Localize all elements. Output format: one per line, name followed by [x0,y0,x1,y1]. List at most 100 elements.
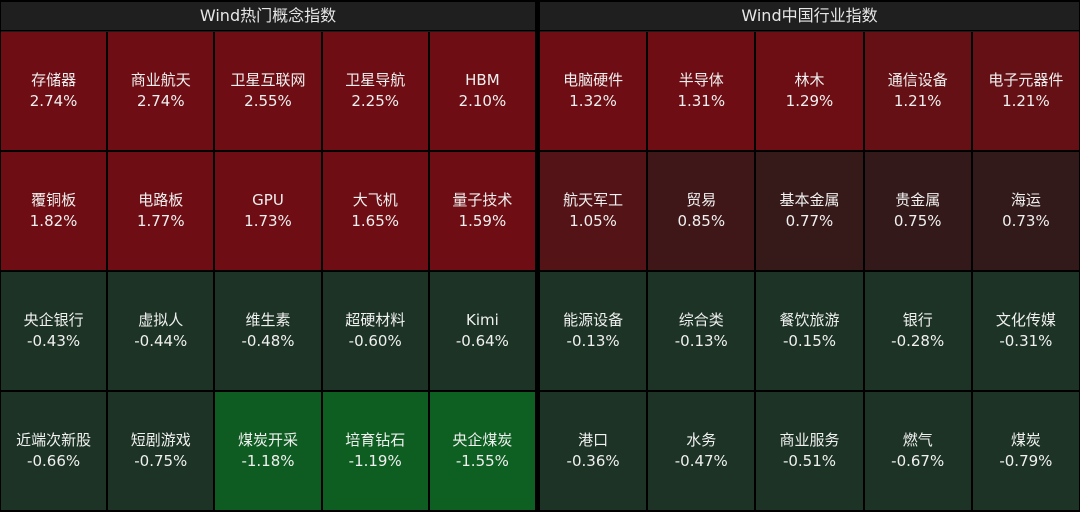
cell-name: HBM [465,71,500,89]
cell-name: 电路板 [138,191,184,209]
cell-name: 近端次新股 [16,431,92,449]
cell-change: 1.21% [893,92,942,110]
cell-change: -0.44% [134,332,188,350]
heatmap-cell[interactable]: 商业航天 2.74% [108,32,214,150]
heatmap-cell[interactable]: 能源设备 -0.13% [540,272,647,390]
cell-name: 大飞机 [352,191,398,209]
cell-name: 覆铜板 [31,191,77,209]
cell-change: 1.77% [136,212,185,230]
heatmap-cell[interactable]: 贸易 0.85% [648,152,755,270]
cell-name: 培育钻石 [345,431,406,449]
cell-change: 0.73% [1002,212,1050,230]
heatmap-cell[interactable]: 央企煤炭 -1.55% [429,392,535,510]
heatmap-cell[interactable]: 林木 1.29% [756,32,863,150]
concept-index-panel: Wind热门概念指数 存储器 2.74% 商业航天 2.74% 卫星互联网 2.55% 卫星… [1,2,535,510]
cell-name: 通信设备 [887,71,948,89]
cell-name: 半导体 [678,71,724,89]
heatmap-cell[interactable]: 虚拟人 -0.44% [108,272,214,390]
cell-name: 能源设备 [563,311,624,329]
cell-change: -0.36% [566,452,620,470]
cell-change: -1.18% [241,452,295,470]
cell-change: -0.51% [782,452,837,470]
heatmap-cell[interactable]: 通信设备 1.21% [864,32,971,150]
heatmap-cell[interactable]: 煤炭开采 -1.18% [215,392,321,510]
cell-change: -0.75% [134,452,188,470]
heatmap-cell[interactable]: 文化传媒 -0.31% [972,272,1079,390]
cell-change: -0.79% [999,452,1053,470]
heatmap-cell[interactable]: 维生素 -0.48% [215,272,321,390]
cell-change: -0.67% [891,452,945,470]
cell-name: 卫星互联网 [230,71,306,89]
heatmap-cell[interactable]: 航天军工 1.05% [540,152,647,270]
heatmap-cell[interactable]: 燃气 -0.67% [864,392,971,510]
cell-change: -0.43% [27,332,81,350]
cell-name: 水务 [686,431,717,449]
heatmap-cell[interactable]: 覆铜板 1.82% [1,152,107,270]
heatmap-cell[interactable]: 电脑硬件 1.32% [540,32,647,150]
cell-change: 1.65% [351,212,400,230]
heatmap-cell[interactable]: 基本金属 0.77% [756,152,863,270]
cell-change: 0.77% [785,212,834,230]
cell-name: 贵金属 [895,191,941,209]
cell-change: -0.48% [241,332,295,350]
cell-name: Kimi [465,311,499,329]
cell-change: -0.47% [674,452,728,470]
heatmap-cell[interactable]: 卫星导航 2.25% [322,32,428,150]
heatmap-cell[interactable]: 港口 -0.36% [540,392,647,510]
concept-index-title: Wind热门概念指数 [1,2,535,31]
cell-name: 贸易 [686,191,717,209]
cell-name: 基本金属 [779,191,840,209]
heatmap-cell[interactable]: 短剧游戏 -0.75% [108,392,214,510]
cell-change: 0.85% [677,212,726,230]
cell-name: 央企煤炭 [452,431,513,449]
cell-change: -0.64% [455,332,509,350]
heatmap-cell[interactable]: 央企银行 -0.43% [1,272,107,390]
cell-name: 银行 [902,311,933,329]
cell-name: 维生素 [245,311,291,329]
cell-change: 1.82% [29,212,78,230]
cell-change: 1.31% [677,92,726,110]
cell-name: 量子技术 [452,191,513,209]
cell-change: 2.10% [458,92,507,110]
heatmap-cell[interactable]: 煤炭 -0.79% [972,392,1079,510]
heatmap-cell[interactable]: 半导体 1.31% [648,32,755,150]
heatmap-cell[interactable]: 量子技术 1.59% [429,152,535,270]
heatmap-cell[interactable]: 超硬材料 -0.60% [322,272,428,390]
heatmap-cell[interactable]: 海运 0.73% [972,152,1079,270]
heatmap-cell[interactable]: GPU 1.73% [215,152,321,270]
heatmap-cell[interactable]: 大飞机 1.65% [322,152,428,270]
cell-name: 燃气 [902,431,933,449]
cell-change: 1.29% [785,92,834,110]
heatmap-cell[interactable]: 商业服务 -0.51% [756,392,863,510]
heatmap-cell[interactable]: 近端次新股 -0.66% [1,392,107,510]
heatmap-cell[interactable]: 餐饮旅游 -0.15% [756,272,863,390]
cell-change: -1.55% [455,452,509,470]
heatmap-cell[interactable]: 贵金属 0.75% [864,152,971,270]
cell-name: 短剧游戏 [130,431,191,449]
cell-name: GPU [252,191,284,209]
heatmap-cell[interactable]: HBM 2.10% [429,32,535,150]
cell-name: 虚拟人 [138,311,184,329]
heatmap-cell[interactable]: 电路板 1.77% [108,152,214,270]
cell-name: 商业服务 [779,431,840,449]
cell-change: 1.59% [458,212,507,230]
cell-change: -0.60% [348,332,402,350]
heatmap-cell[interactable]: 存储器 2.74% [1,32,107,150]
heatmap-cell[interactable]: 培育钻石 -1.19% [322,392,428,510]
heatmap-cell[interactable]: Kimi -0.64% [429,272,535,390]
heatmap-cell[interactable]: 综合类 -0.13% [648,272,755,390]
heatmap-cell[interactable]: 电子元器件 1.21% [972,32,1079,150]
cell-name: 央企银行 [23,311,84,329]
heatmap-cell[interactable]: 水务 -0.47% [648,392,755,510]
heatmap-cell[interactable]: 银行 -0.28% [864,272,971,390]
cell-name: 卫星导航 [345,71,406,89]
cell-change: 1.05% [569,212,617,230]
cell-name: 港口 [578,431,609,449]
industry-index-title: Wind中国行业指数 [540,2,1079,31]
heatmap-cell[interactable]: 卫星互联网 2.55% [215,32,321,150]
cell-name: 林木 [794,71,825,89]
cell-change: 1.32% [569,92,617,110]
cell-name: 海运 [1010,191,1041,209]
cell-name: 电脑硬件 [563,71,624,89]
cell-change: 2.74% [29,92,78,110]
